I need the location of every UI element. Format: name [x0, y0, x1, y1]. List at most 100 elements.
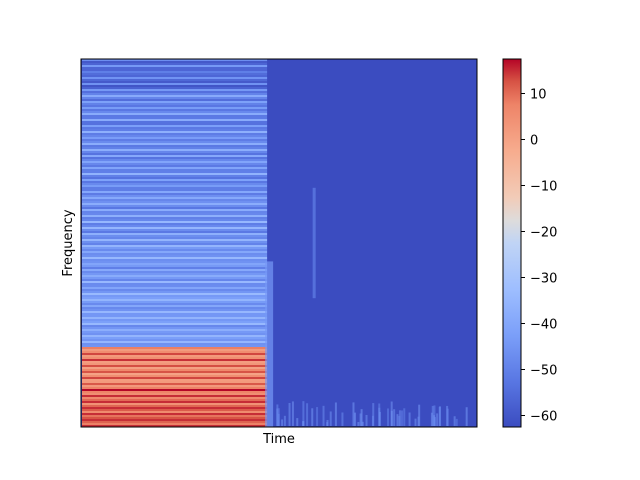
spectrogram-row-4 [82, 67, 268, 69]
spectrogram-row-23 [82, 105, 268, 107]
spectrogram-row-71 [82, 201, 268, 203]
spectrogram-row-97 [82, 253, 268, 255]
spectrogram-row-35 [82, 129, 268, 131]
spectrogram-row-144 [82, 347, 268, 349]
spectrogram-row-50 [82, 159, 268, 161]
spectrogram-row-112 [82, 283, 268, 285]
spectrogram-row-19 [82, 97, 268, 99]
spectrogram-row-100 [82, 259, 268, 261]
spectrogram-row-175 [82, 409, 268, 411]
spectrogram-row-158 [82, 375, 268, 377]
noise-speck-7 [334, 402, 337, 426]
spectrogram-row-73 [82, 205, 268, 207]
spectrogram-row-8 [82, 75, 268, 77]
spectrogram-row-24 [82, 107, 268, 109]
noise-speck-17 [288, 402, 291, 426]
noise-speck-16 [393, 409, 396, 426]
spectrogram-row-68 [82, 195, 268, 197]
spectrogram-row-86 [82, 231, 268, 233]
noise-speck-15 [453, 416, 456, 426]
spectrogram-row-179 [82, 417, 268, 419]
spectrogram-row-49 [82, 157, 268, 159]
spectrogram-row-46 [82, 151, 268, 153]
spectrogram-row-88 [82, 235, 268, 237]
spectrogram-row-77 [82, 213, 268, 215]
spectrogram-row-103 [82, 265, 268, 267]
spectrogram-row-29 [82, 117, 268, 119]
spectrogram-row-32 [82, 123, 268, 125]
spectrogram-row-70 [82, 199, 268, 201]
noise-speck-44 [291, 401, 294, 426]
noise-speck-29 [455, 418, 458, 426]
spectrogram-row-85 [82, 229, 268, 231]
onset-transient [265, 261, 274, 427]
spectrogram-row-72 [82, 203, 268, 205]
spectrogram-row-16 [82, 91, 268, 93]
spectrogram-row-95 [82, 249, 268, 251]
x-axis-label: Time [262, 432, 295, 447]
spectrogram-row-125 [82, 309, 268, 311]
spectrogram-row-150 [82, 359, 268, 361]
noise-speck-6 [359, 413, 362, 426]
spectrogram-row-74 [82, 207, 268, 209]
colorbar-tick-label: −50 [530, 364, 557, 379]
noise-speck-56 [276, 404, 279, 426]
noise-speck-21 [296, 418, 299, 426]
spectrogram-row-66 [82, 191, 268, 193]
spectrogram-row-177 [82, 413, 268, 415]
noise-speck-9 [326, 422, 329, 426]
spectrogram-row-172 [82, 403, 268, 405]
noise-speck-30 [322, 405, 325, 426]
colorbar-gradient [503, 59, 521, 427]
spectrogram-row-154 [82, 367, 268, 369]
spectrogram-row-55 [82, 169, 268, 171]
spectrogram-row-98 [82, 255, 268, 257]
noise-speck-49 [372, 403, 375, 426]
spectrogram-row-76 [82, 211, 268, 213]
spectrogram-row-146 [82, 351, 268, 353]
spectrogram-row-139 [82, 337, 268, 339]
spectrogram-row-136 [82, 331, 268, 333]
spectrogram-row-6 [82, 71, 268, 73]
spectrogram-row-132 [82, 323, 268, 325]
spectrogram-row-84 [82, 227, 268, 229]
spectrogram-row-138 [82, 335, 268, 337]
colorbar-tick-label: 0 [530, 134, 538, 149]
spectrogram-row-124 [82, 307, 268, 309]
spectrogram-row-128 [82, 315, 268, 317]
spectrogram-row-106 [82, 271, 268, 273]
spectrogram-row-7 [82, 73, 268, 75]
spectrogram-row-104 [82, 267, 268, 269]
spectrogram-row-56 [82, 171, 268, 173]
spectrogram-row-174 [82, 407, 268, 409]
spectrogram-row-129 [82, 317, 268, 319]
spectrogram-row-9 [82, 77, 268, 79]
spectrogram-row-17 [82, 93, 268, 95]
spectrogram-row-102 [82, 263, 268, 265]
spectrogram-row-61 [82, 181, 268, 183]
spectrogram-row-117 [82, 293, 268, 295]
spectrogram-row-169 [82, 397, 268, 399]
spectrogram-row-44 [82, 147, 268, 149]
colorbar-tick-label: −40 [530, 318, 557, 333]
spectrogram-row-142 [82, 343, 268, 345]
spectrogram-row-65 [82, 189, 268, 191]
spectrogram-row-1 [82, 61, 268, 63]
colorbar-tick-label: −20 [530, 226, 557, 241]
plot-frame [80, 58, 478, 428]
noise-speck-40 [378, 411, 381, 426]
spectrogram-row-101 [82, 261, 268, 263]
spectrogram-row-164 [82, 387, 268, 389]
spectrogram-row-51 [82, 161, 268, 163]
spectrogram-row-167 [82, 393, 268, 395]
noise-speck-38 [354, 412, 357, 426]
spectrogram-row-39 [82, 137, 268, 139]
noise-speck-27 [341, 412, 344, 426]
noise-speck-47 [403, 408, 406, 426]
spectrogram-row-64 [82, 187, 268, 189]
spectrogram-row-67 [82, 193, 268, 195]
noise-speck-8 [396, 414, 399, 426]
spectrogram-row-181 [82, 421, 268, 423]
noise-speck-57 [446, 408, 449, 426]
